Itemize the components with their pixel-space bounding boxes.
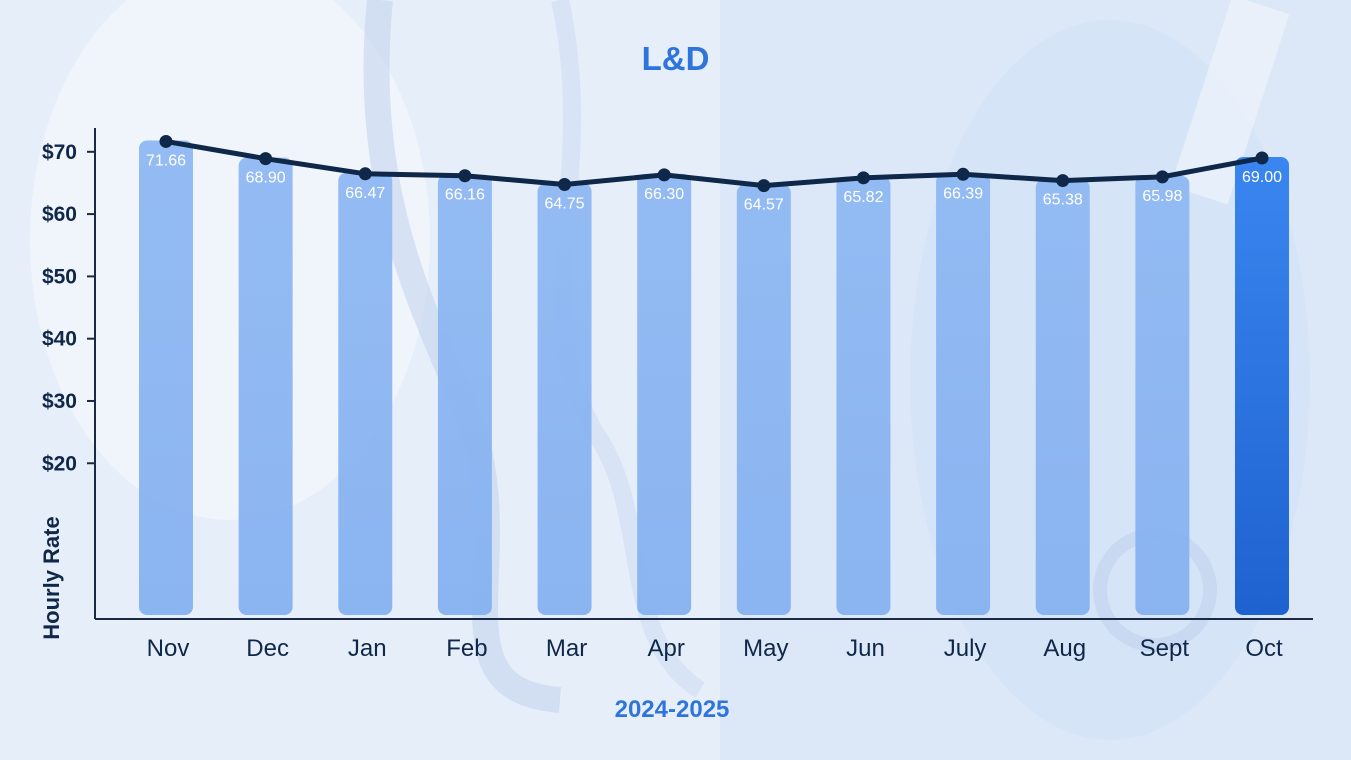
bar-aug — [1035, 179, 1090, 615]
y-tick-label-70: $70 — [42, 141, 77, 164]
x-tick-label-oct: Oct — [1245, 635, 1283, 662]
bar-feb — [437, 174, 492, 615]
data-label-july: 66.39 — [943, 185, 983, 202]
data-label-jun: 65.82 — [843, 189, 883, 206]
line-point-aug — [1056, 174, 1070, 188]
bar-oct — [1235, 157, 1289, 615]
x-tick-label-jan: Jan — [348, 635, 387, 662]
bar-dec — [238, 157, 293, 615]
line-point-jun — [856, 171, 870, 185]
data-label-oct: 69.00 — [1242, 169, 1282, 186]
x-tick-label-july: July — [944, 635, 987, 662]
x-tick-label-sept: Sept — [1140, 635, 1190, 662]
bar-jun — [836, 176, 891, 616]
line-point-mar — [558, 178, 572, 192]
line-point-oct — [1255, 151, 1269, 165]
bar-mar — [537, 183, 592, 616]
x-tick-label-dec: Dec — [246, 635, 289, 662]
line-point-may — [757, 179, 771, 193]
trend-line — [163, 138, 1265, 189]
data-label-may: 64.57 — [744, 197, 784, 214]
x-tick-label-aug: Aug — [1043, 635, 1086, 662]
x-tick-label-nov: Nov — [147, 635, 190, 662]
x-tick-label-mar: Mar — [546, 635, 587, 662]
line-point-apr — [657, 168, 671, 182]
bar-may — [736, 184, 791, 616]
data-label-apr: 66.30 — [644, 186, 684, 203]
data-label-aug: 65.38 — [1043, 192, 1083, 209]
bar-sept — [1135, 175, 1190, 615]
data-label-feb: 66.16 — [445, 187, 485, 204]
data-label-nov: 71.66 — [146, 152, 186, 169]
x-tick-label-may: May — [743, 635, 788, 662]
line-point-july — [956, 167, 970, 181]
y-tick-label-30: $30 — [42, 390, 77, 413]
x-tick-label-jun: Jun — [846, 635, 885, 662]
chart-title: L&D — [641, 40, 710, 77]
y-tick-label-60: $60 — [42, 203, 77, 226]
data-label-jan: 66.47 — [345, 185, 385, 202]
x-tick-label-feb: Feb — [446, 635, 487, 662]
y-tick-label-20: $20 — [42, 452, 77, 475]
x-tick-label-apr: Apr — [648, 635, 685, 662]
bar-apr — [637, 173, 692, 615]
y-tick-label-40: $40 — [42, 328, 77, 351]
data-label-dec: 68.90 — [246, 170, 286, 187]
line-point-nov — [159, 134, 173, 148]
data-label-sept: 65.98 — [1142, 188, 1182, 205]
bar-july — [936, 173, 991, 615]
data-label-mar: 64.75 — [545, 196, 585, 213]
line-point-dec — [259, 152, 273, 166]
line-point-feb — [458, 169, 472, 183]
y-tick-label-50: $50 — [42, 265, 77, 288]
x-axis-title: 2024-2025 — [614, 696, 730, 723]
line-point-sept — [1155, 170, 1169, 184]
line-point-jan — [358, 167, 372, 181]
y-axis-title: Hourly Rate — [39, 516, 64, 640]
bar-jan — [338, 172, 393, 615]
bar-nov — [139, 140, 193, 615]
